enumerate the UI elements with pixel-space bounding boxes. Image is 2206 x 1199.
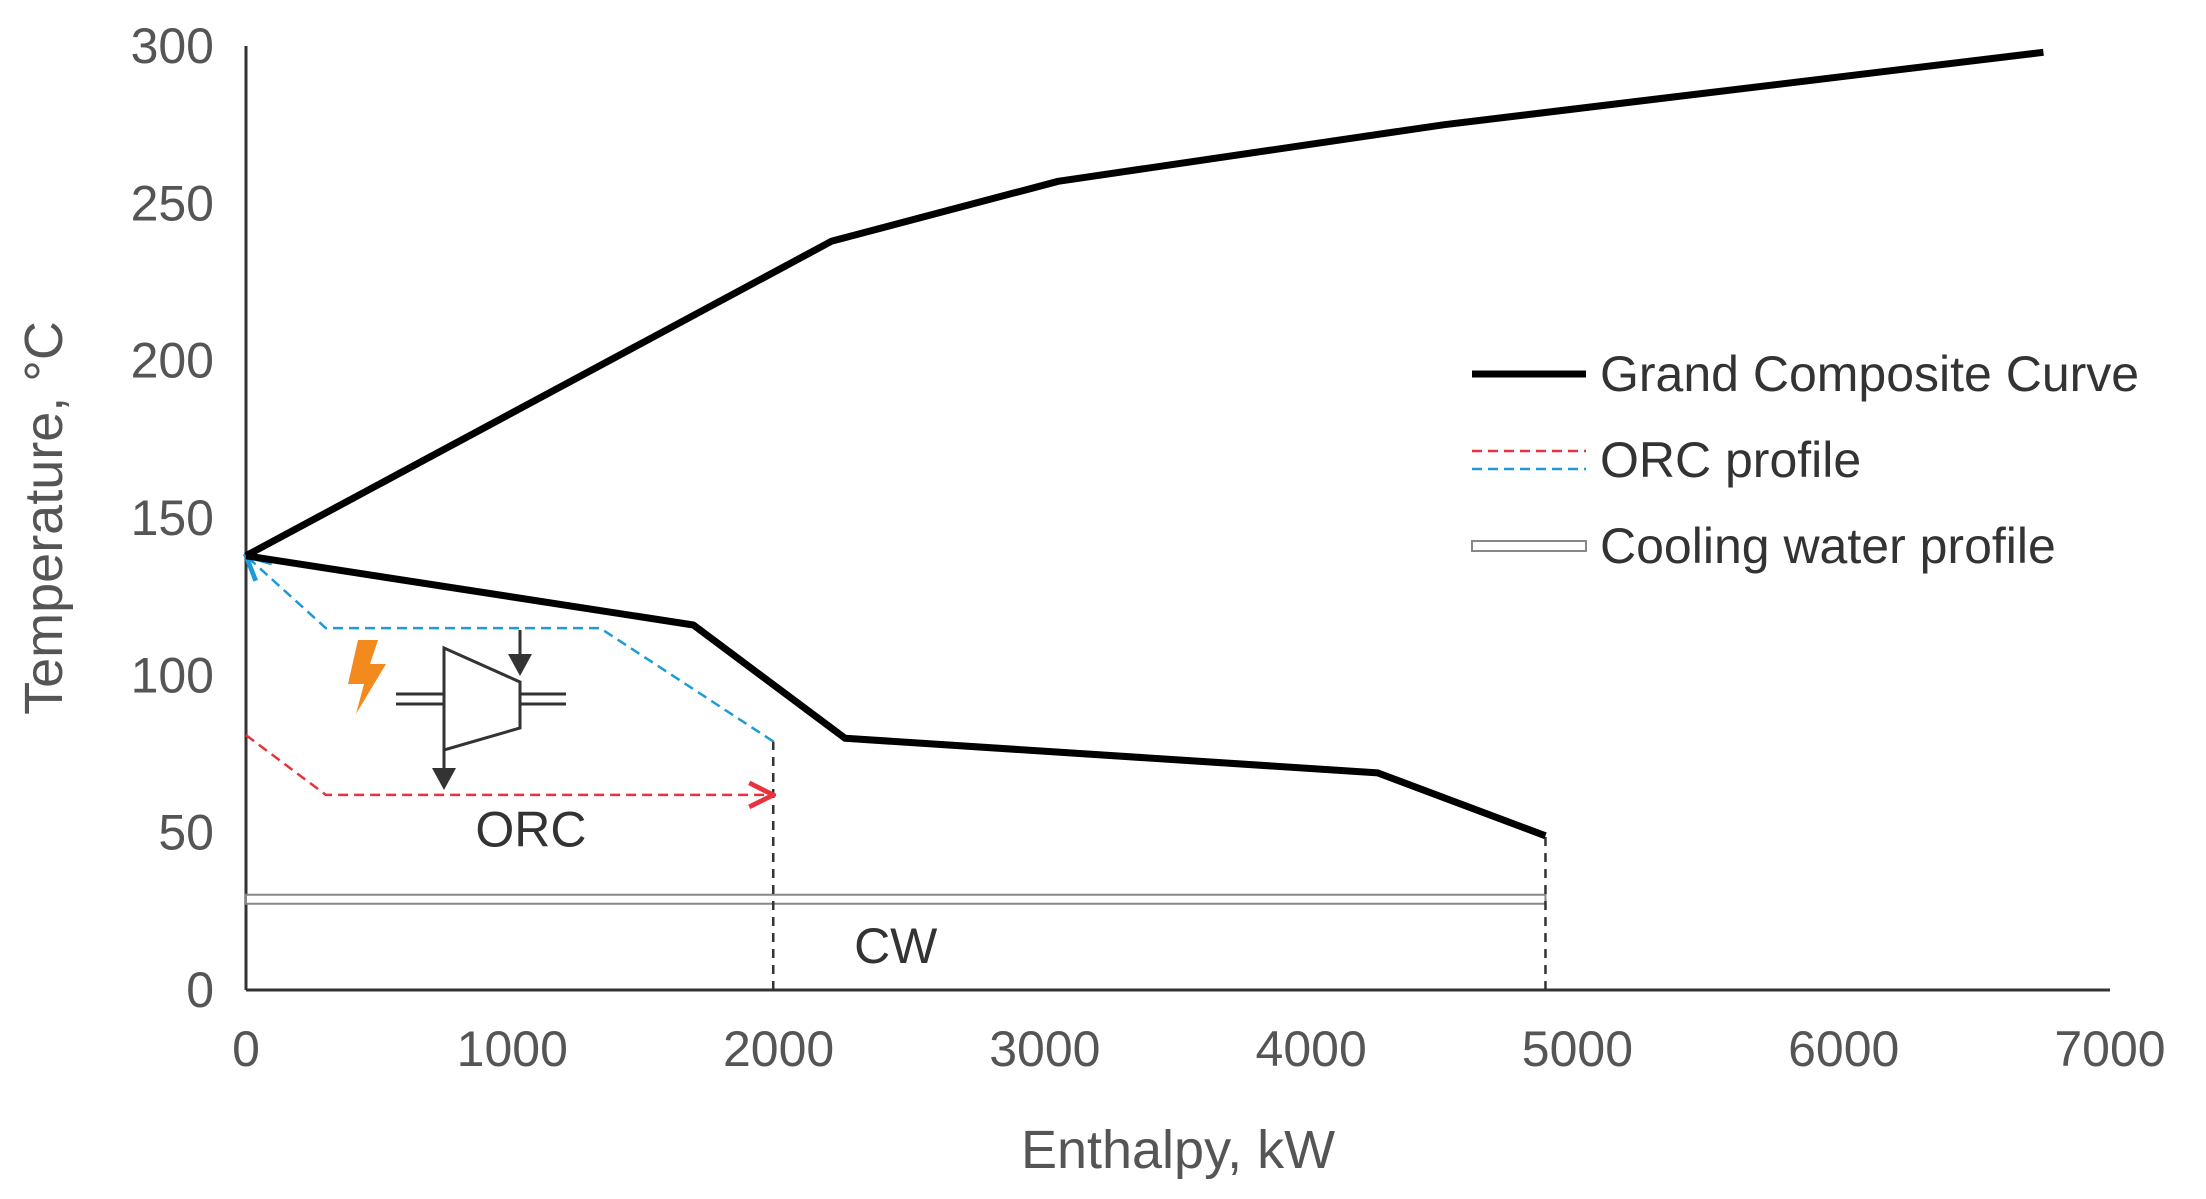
legend: Grand Composite Curve ORC profile Cooling … [1471,346,2139,574]
y-tick-label: 100 [131,647,214,703]
y-tick-label: 300 [131,18,214,74]
x-tick-label: 0 [232,1021,260,1077]
y-tick-label: 150 [131,490,214,546]
legend-label-cw: Cooling water profile [1600,518,2056,574]
y-tick-label: 0 [186,962,214,1018]
gcc-upper-line [244,48,2044,559]
lightning-bolt-icon [348,640,386,714]
x-tick-label: 2000 [723,1021,834,1077]
gcc-lower-line [245,552,1547,840]
x-tick-label: 5000 [1522,1021,1633,1077]
turbine-outlet-arrow-icon [432,750,456,790]
series-layer [244,48,2044,990]
orc-cooling-line [246,556,774,743]
x-tick-label: 1000 [457,1021,568,1077]
turbine-icon [396,645,566,752]
annotation-layer: ORC CW [475,802,938,974]
legend-label-gcc: Grand Composite Curve [1600,346,2139,402]
x-tick-label: 7000 [2054,1021,2165,1077]
orc-heating-line [245,734,773,795]
annotation-orc: ORC [475,802,586,858]
y-tick-label: 50 [158,805,214,861]
x-tick-label: 4000 [1256,1021,1367,1077]
x-axis-title: Enthalpy, kW [1021,1120,1335,1180]
x-tick-label: 6000 [1788,1021,1899,1077]
annotation-cw: CW [854,918,938,974]
y-tick-label: 250 [131,175,214,231]
axes-layer: 0 1000 2000 3000 4000 5000 6000 7000 0 50 100 150 20… [14,18,2166,1180]
orc-turbine-icon-layer [348,630,566,790]
y-axis-title: Temperature, °C [14,321,74,715]
legend-label-orc: ORC profile [1600,432,1861,488]
x-tick-label: 3000 [989,1021,1100,1077]
cooling-water-bar [245,893,1547,905]
legend-swatch-cw [1471,540,1587,552]
y-tick-label: 200 [131,333,214,389]
turbine-inlet-arrow-icon [508,630,532,676]
